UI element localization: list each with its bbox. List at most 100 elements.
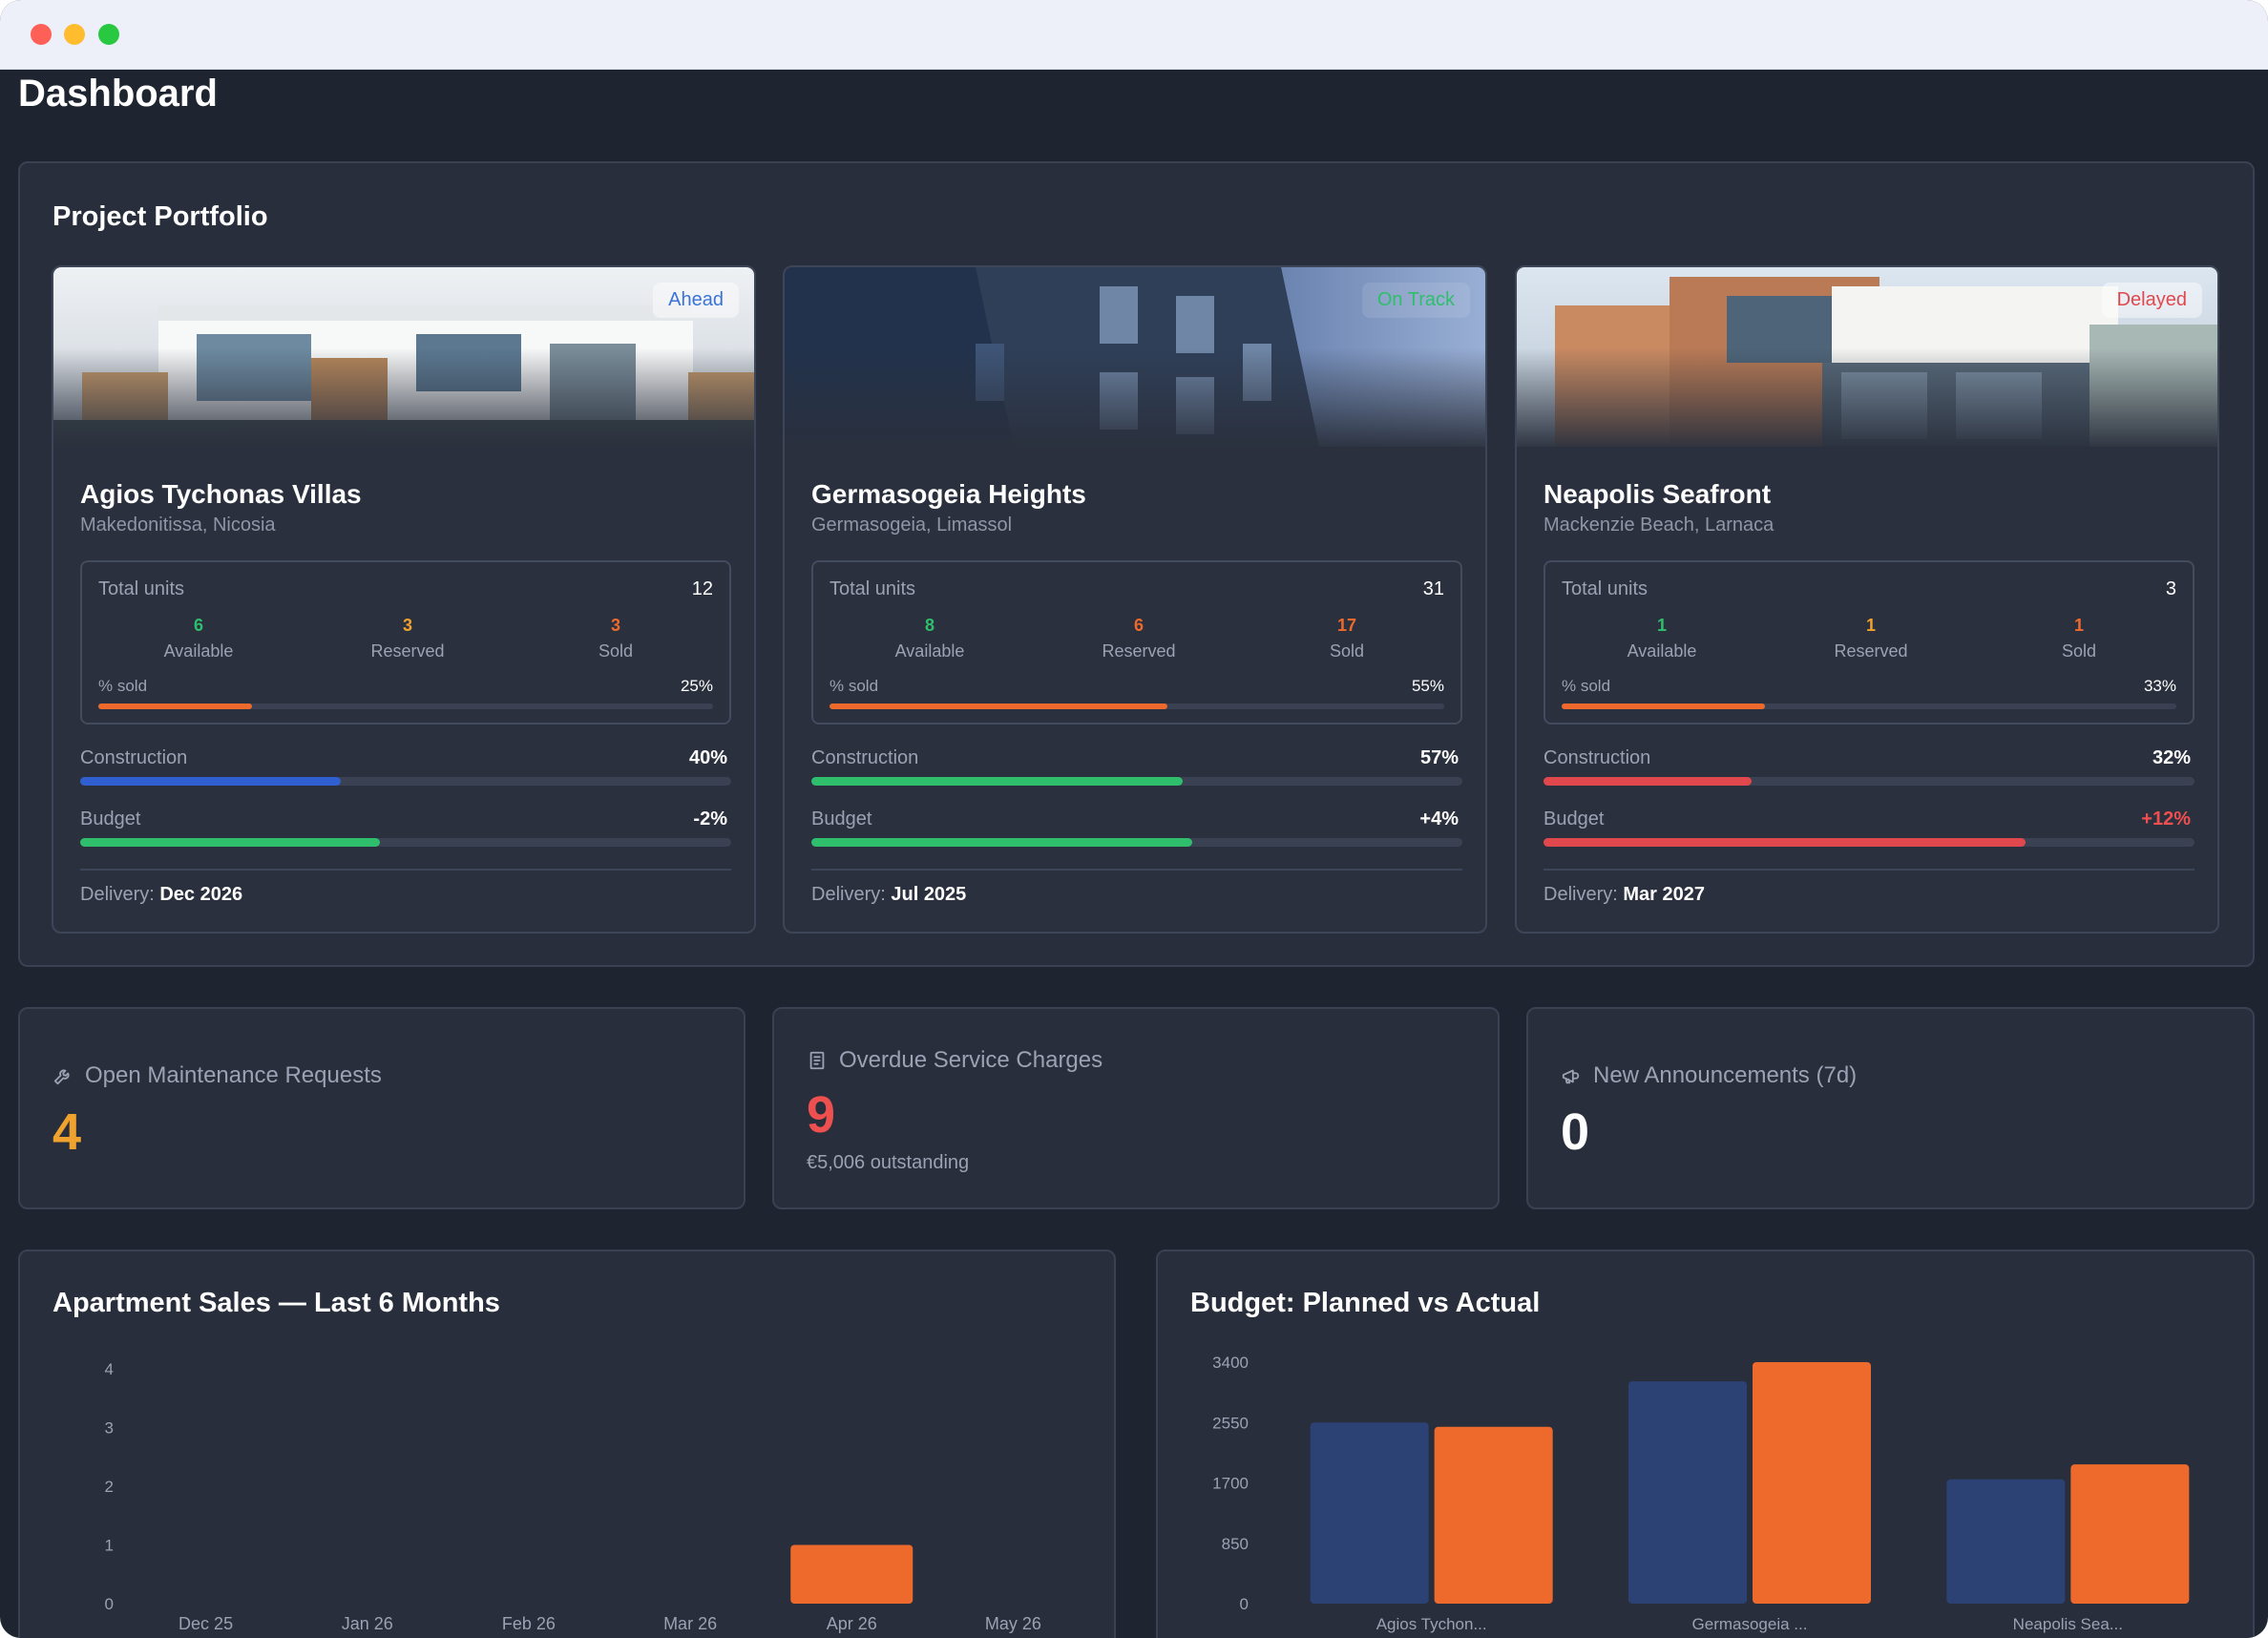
delivery-date: Delivery: Mar 2027 xyxy=(1544,884,1705,906)
construction-fill xyxy=(1544,777,1753,786)
total-units-value: 12 xyxy=(691,578,713,599)
budget-bar xyxy=(811,838,1462,847)
project-location: Makedonitissa, Nicosia xyxy=(80,514,276,536)
project-location: Mackenzie Beach, Larnaca xyxy=(1544,514,1774,536)
overdue-charges-card[interactable]: Overdue Service Charges 9 €5,006 outstan… xyxy=(772,1007,1500,1209)
actual-bar[interactable] xyxy=(1753,1362,1871,1604)
announcements-count: 0 xyxy=(1561,1103,1590,1161)
project-name[interactable]: Agios Tychonas Villas xyxy=(80,479,362,509)
budget-label: Budget xyxy=(1544,808,1605,830)
divider xyxy=(1544,869,2194,871)
maintenance-requests-card[interactable]: Open Maintenance Requests 4 xyxy=(18,1007,746,1209)
status-badge: Ahead xyxy=(653,283,739,318)
wrench-icon xyxy=(53,1069,70,1085)
apartment-sales-chart-panel: Apartment Sales — Last 6 Months 0 1 2 3 4 Dec… xyxy=(18,1250,1116,1638)
budget-bar xyxy=(80,838,731,847)
sold-count: 1 xyxy=(2073,616,2084,635)
project-card[interactable]: Ahead Agios Tychonas Villas Makedonitiss… xyxy=(52,265,756,934)
actual-bar[interactable] xyxy=(1434,1426,1553,1604)
announcements-label: New Announcements (7d) xyxy=(1593,1062,1858,1088)
receipt-icon xyxy=(809,1051,825,1070)
construction-label: Construction xyxy=(811,747,919,768)
x-tick-label: Mar 26 xyxy=(663,1614,717,1633)
construction-value: 57% xyxy=(1419,747,1459,768)
delivery-label: Delivery: xyxy=(1544,884,1618,905)
project-name[interactable]: Germasogeia Heights xyxy=(811,479,1086,509)
minimize-window-button[interactable] xyxy=(64,24,85,45)
available-count: 1 xyxy=(1656,616,1667,635)
x-tick-label: Apr 26 xyxy=(827,1614,877,1633)
units-box: Total units 31 8 Available 6 Reserved 17… xyxy=(811,560,1462,724)
available-units: 8 Available xyxy=(853,616,1006,662)
percent-sold-label: % sold xyxy=(1562,677,1611,695)
budget-planned-vs-actual-chart: 0 850 1700 2550 3400 Agios Tychon... Germasoge… xyxy=(1212,1354,2190,1633)
percent-sold-bar xyxy=(98,704,713,709)
construction-bar xyxy=(1544,777,2194,786)
construction-bar xyxy=(80,777,731,786)
construction-fill xyxy=(80,777,341,786)
overdue-outstanding: €5,006 outstanding xyxy=(807,1152,970,1173)
project-card[interactable]: On Track Germasogeia Heights Germasogeia… xyxy=(783,265,1487,934)
construction-fill xyxy=(811,777,1183,786)
x-tick-label: Feb 26 xyxy=(502,1614,556,1633)
y-tick-label: 0 xyxy=(105,1595,114,1613)
planned-bar[interactable] xyxy=(1628,1381,1747,1604)
divider xyxy=(811,869,1462,871)
budget-value: +12% xyxy=(2141,808,2191,830)
sold-units: 17 Sold xyxy=(1270,616,1423,662)
announcements-card[interactable]: New Announcements (7d) 0 xyxy=(1526,1007,2255,1209)
reserved-units: 1 Reserved xyxy=(1795,616,1947,662)
reserved-units: 6 Reserved xyxy=(1062,616,1215,662)
sales-bar[interactable] xyxy=(790,1544,914,1605)
percent-sold-fill xyxy=(98,704,252,709)
budget-value: -2% xyxy=(693,808,727,830)
percent-sold-value: 33% xyxy=(2143,677,2176,695)
percent-sold-bar xyxy=(830,704,1444,709)
sold-units: 1 Sold xyxy=(2003,616,2155,662)
construction-value: 40% xyxy=(688,747,727,768)
x-tick-label: Neapolis Sea... xyxy=(2013,1615,2123,1633)
announcements-label-row: New Announcements (7d) xyxy=(1561,1062,1857,1089)
project-photo xyxy=(53,267,754,447)
y-tick-label: 850 xyxy=(1222,1535,1249,1553)
reserved-label: Reserved xyxy=(1834,641,1908,661)
y-tick-label: 3400 xyxy=(1212,1354,1249,1372)
percent-sold-value: 25% xyxy=(680,677,713,695)
status-badge: Delayed xyxy=(2101,283,2202,318)
sold-count: 17 xyxy=(1336,616,1357,635)
maintenance-label: Open Maintenance Requests xyxy=(85,1062,382,1088)
percent-sold-value: 55% xyxy=(1411,677,1444,695)
x-tick-label: May 26 xyxy=(985,1614,1041,1633)
actual-bar[interactable] xyxy=(2070,1464,2190,1604)
sales-chart-title: Apartment Sales — Last 6 Months xyxy=(52,1288,500,1318)
delivery-value: Jul 2025 xyxy=(891,884,967,905)
maintenance-count: 4 xyxy=(52,1103,82,1161)
available-count: 6 xyxy=(193,616,203,635)
close-window-button[interactable] xyxy=(31,24,52,45)
delivery-label: Delivery: xyxy=(80,884,155,905)
project-name[interactable]: Neapolis Seafront xyxy=(1544,479,1772,509)
percent-sold-fill xyxy=(830,704,1168,709)
delivery-value: Dec 2026 xyxy=(159,884,243,905)
construction-label: Construction xyxy=(1544,747,1651,768)
zoom-window-button[interactable] xyxy=(98,24,119,45)
budget-label: Budget xyxy=(80,808,141,830)
project-card[interactable]: Delayed Neapolis Seafront Mackenzie Beac… xyxy=(1515,265,2219,934)
delivery-date: Delivery: Jul 2025 xyxy=(811,884,966,906)
title-bar xyxy=(0,0,2268,70)
project-photo xyxy=(1517,267,2217,447)
overdue-label: Overdue Service Charges xyxy=(839,1047,1103,1073)
overdue-label-row: Overdue Service Charges xyxy=(807,1047,1102,1074)
planned-bar[interactable] xyxy=(1310,1422,1429,1604)
sold-label: Sold xyxy=(598,641,634,661)
total-units-label: Total units xyxy=(1562,578,1648,599)
percent-sold-label: % sold xyxy=(98,677,148,695)
x-tick-label: Dec 25 xyxy=(178,1614,233,1633)
planned-bar[interactable] xyxy=(1946,1479,2066,1604)
x-tick-label: Jan 26 xyxy=(342,1614,393,1633)
units-box: Total units 12 6 Available 3 Reserved 3 … xyxy=(80,560,731,724)
reserved-count: 6 xyxy=(1133,616,1144,635)
available-label: Available xyxy=(1627,641,1697,661)
budget-value: +4% xyxy=(1419,808,1459,830)
